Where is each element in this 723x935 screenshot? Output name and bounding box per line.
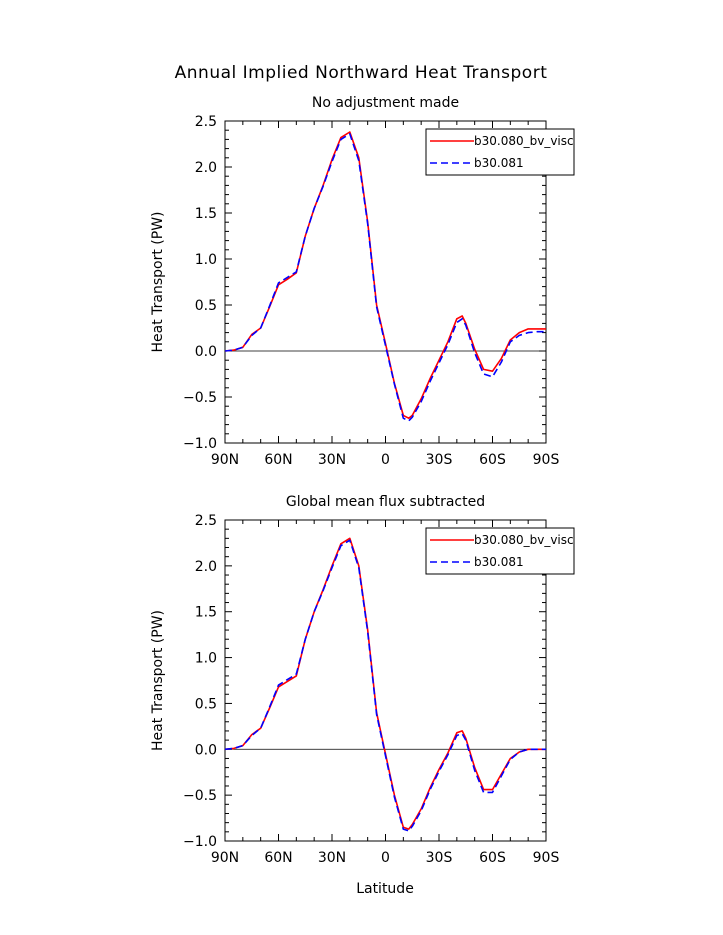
y-tick-label: 0.5: [195, 298, 217, 314]
y-tick-label: −1.0: [183, 436, 217, 452]
x-tick-label: 90N: [211, 452, 239, 468]
legend-label-1: b30.080_bv_visc: [474, 134, 574, 148]
x-tick-label: 60S: [479, 850, 506, 866]
y-tick-label: 0.5: [195, 696, 217, 712]
x-tick-label: 90S: [533, 452, 560, 468]
panel-no-adjustment: No adjustment made −1.0 −0.5 0.0 0.5 1.0 1.5 2.…: [150, 95, 575, 468]
panel-global-mean-subtracted: Global mean flux subtracted −1.0 −0.5 0.0 0.…: [150, 494, 575, 866]
y-tick-label: 2.5: [195, 513, 217, 529]
panel-title: No adjustment made: [312, 95, 459, 111]
x-tick-label: 0: [381, 850, 390, 866]
x-tick-label: 30S: [426, 452, 453, 468]
x-tick-label: 90N: [211, 850, 239, 866]
series-line-1: [224, 537, 546, 830]
x-axis-label: Latitude: [356, 881, 414, 897]
y-tick-label: 2.0: [195, 160, 217, 176]
y-tick-label: 1.5: [195, 206, 217, 222]
x-tick-label: 30S: [426, 850, 453, 866]
y-tick-label: 1.0: [195, 651, 217, 667]
figure-title: Annual Implied Northward Heat Transport: [175, 63, 548, 83]
x-tick-label: 60N: [264, 850, 292, 866]
y-tick-label: −0.5: [183, 788, 217, 804]
x-tick-label: 30N: [318, 850, 346, 866]
x-tick-label: 0: [381, 452, 390, 468]
legend-box: [425, 128, 575, 176]
y-axis-label: Heat Transport (PW): [150, 211, 166, 352]
y-tick-label: 2.5: [195, 114, 217, 130]
y-tick-label: 0.0: [195, 742, 217, 758]
legend-label-2: b30.081: [474, 156, 524, 170]
y-tick-label: 2.0: [195, 559, 217, 575]
x-tick-label: 30N: [318, 452, 346, 468]
y-tick-label: −0.5: [183, 390, 217, 406]
y-tick-label: −1.0: [183, 834, 217, 850]
series-line-2: [224, 133, 546, 422]
legend-box: [425, 527, 575, 575]
legend-label-2: b30.081: [474, 555, 524, 569]
y-tick-label: 1.5: [195, 605, 217, 621]
series-line-2: [224, 539, 546, 832]
legend-label-1: b30.080_bv_visc: [474, 533, 574, 547]
y-tick-label: 1.0: [195, 252, 217, 268]
y-tick-label: 0.0: [195, 344, 217, 360]
x-tick-label: 60S: [479, 452, 506, 468]
panel-title: Global mean flux subtracted: [286, 494, 485, 510]
x-tick-label: 60N: [264, 452, 292, 468]
x-tick-label: 90S: [533, 850, 560, 866]
y-axis-label: Heat Transport (PW): [150, 610, 166, 751]
